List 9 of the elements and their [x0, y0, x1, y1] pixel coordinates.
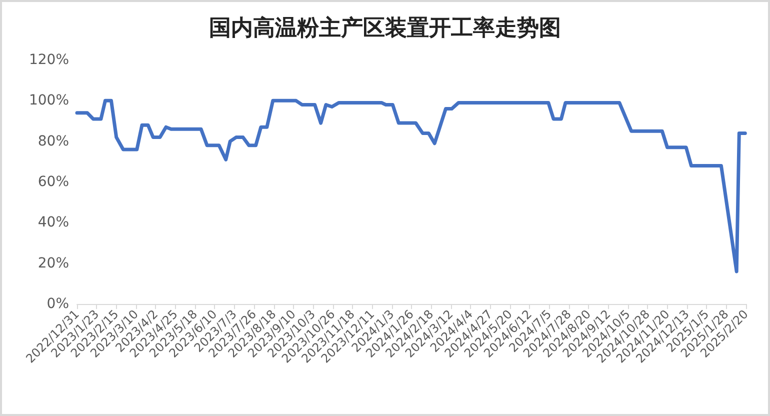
- chart-title: 国内高温粉主产区装置开工率走势图: [209, 15, 561, 41]
- y-tick-label: 60%: [38, 174, 69, 190]
- y-tick-label: 40%: [38, 214, 69, 231]
- y-tick-label: 100%: [28, 92, 69, 109]
- y-tick-label: 0%: [46, 296, 69, 312]
- y-tick-label: 120%: [28, 52, 69, 68]
- line-series: [75, 98, 747, 274]
- y-tick-label: 20%: [38, 255, 69, 272]
- y-tick-label: 80%: [38, 133, 69, 150]
